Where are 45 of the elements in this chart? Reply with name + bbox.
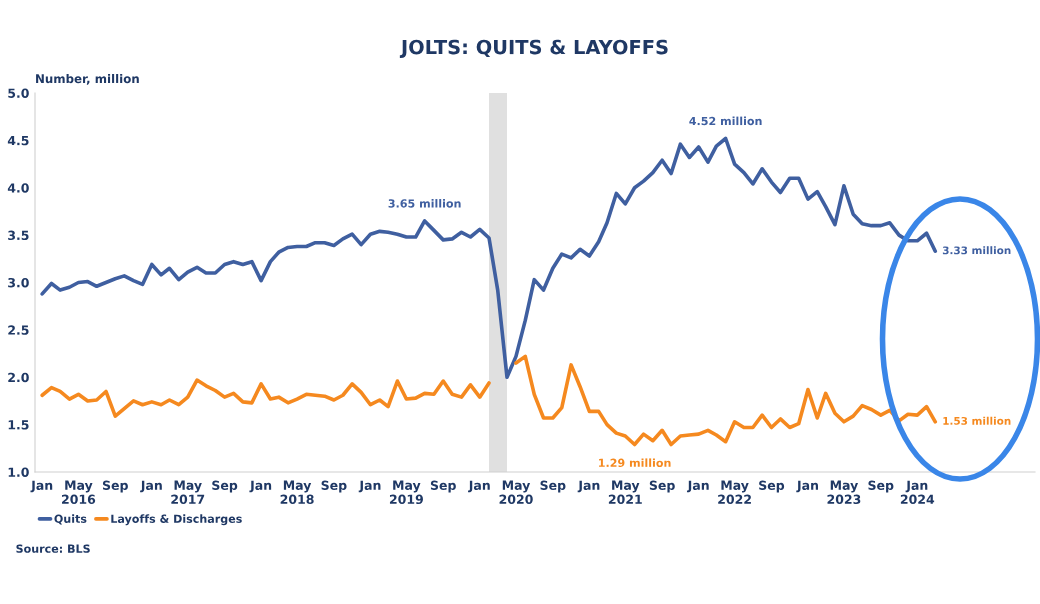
x-tick-label: Sep [212, 480, 238, 493]
y-tick-label: 2.5 [8, 325, 29, 335]
y-tick-label: 5.0 [8, 88, 29, 98]
line-series [40, 136, 938, 380]
x-tick-label: May 2019 [389, 480, 423, 505]
x-tick-label: Jan [358, 480, 381, 493]
x-tick-label: Jan 2024 [900, 480, 935, 505]
legend-label: Layoffs & Discharges [111, 514, 242, 526]
x-tick-label: May 2018 [280, 480, 314, 505]
y-axis-title: Number, million [36, 73, 139, 85]
y-tick-label: 4.5 [7, 136, 29, 146]
annotation: 1.53 million [943, 416, 1011, 425]
annotation: 1.29 million [599, 458, 671, 468]
x-tick-label: Jan [140, 480, 162, 493]
x-tick-label: May 2022 [718, 480, 751, 505]
annotation: 3.65 million [388, 199, 461, 208]
annotation: 4.52 million [689, 116, 762, 126]
y-tick-label: 1.5 [8, 420, 29, 430]
x-tick-label: May 2023 [827, 480, 861, 505]
x-tick-label: May 2020 [499, 480, 533, 505]
source-note: Source: BLS [16, 544, 90, 553]
y-tick-label: 1.0 [8, 467, 29, 477]
y-tick-label: 3.5 [8, 230, 29, 241]
y-tick-label: 4.0 [7, 183, 29, 193]
x-tick-label: Sep [430, 480, 456, 493]
chart-title: JOLTS: QUITS & LAYOFFS [399, 39, 668, 58]
x-tick-label: May 2016 [62, 480, 96, 505]
x-tick-label: Sep [540, 480, 566, 493]
x-tick-label: Jan [577, 480, 600, 493]
x-tick-label: Jan [796, 480, 818, 493]
y-tick-label: 3.0 [8, 277, 29, 288]
x-tick-label: May 2017 [171, 480, 205, 505]
x-tick-label: May 2021 [608, 480, 642, 505]
x-tick-label: Sep [649, 480, 675, 493]
x-tick-label: Sep [321, 480, 347, 493]
x-tick-label: Sep [868, 480, 894, 493]
x-tick-label: Jan [30, 480, 53, 493]
x-tick-label: Sep [759, 480, 785, 493]
x-tick-label: Jan [249, 480, 272, 493]
y-tick-label: 2.0 [8, 372, 29, 383]
annotation: 3.33 million [942, 246, 1011, 255]
x-tick-label: Jan [686, 480, 709, 493]
legend-label: Quits [54, 514, 87, 525]
x-tick-label: Jan [468, 480, 490, 493]
x-tick-label: Sep [102, 480, 128, 493]
